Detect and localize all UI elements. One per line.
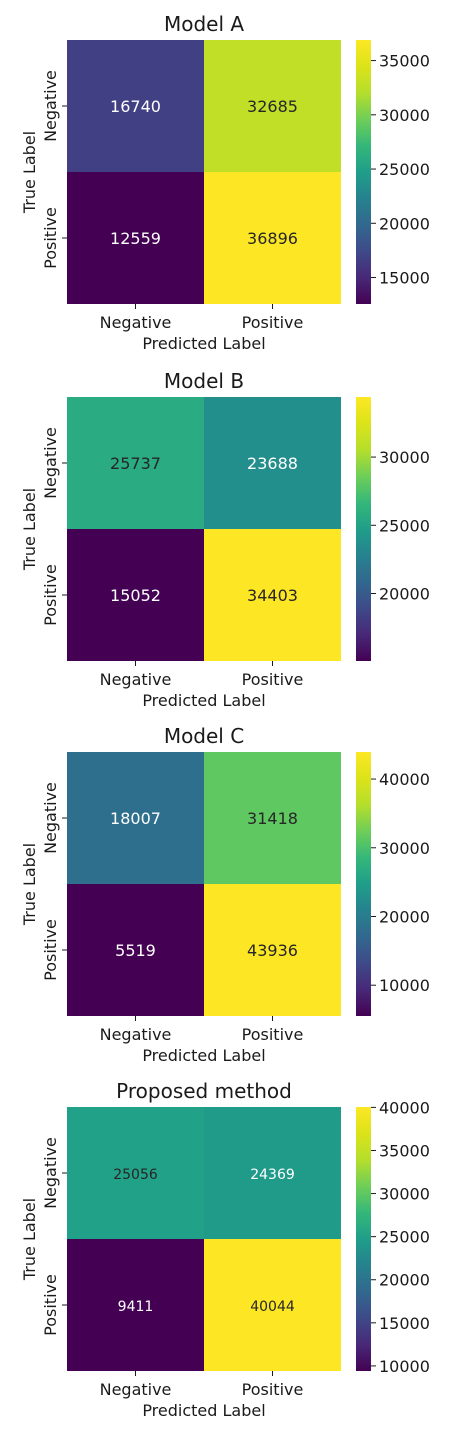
colorbar bbox=[356, 397, 371, 661]
heatmap-cell bbox=[204, 752, 341, 884]
colorbar-tick-label: 25000 bbox=[379, 516, 430, 535]
cell-value-label: 5519 bbox=[115, 941, 156, 960]
colorbar-tick-label: 40000 bbox=[379, 770, 430, 789]
y-tick-label: Positive bbox=[41, 1274, 60, 1336]
cell-value-label: 9411 bbox=[118, 1299, 154, 1315]
y-tick-label: Negative bbox=[41, 70, 60, 142]
colorbar-tick-label: 15000 bbox=[379, 269, 430, 288]
heatmap-cell bbox=[67, 1239, 204, 1371]
heatmap-cell bbox=[204, 884, 341, 1016]
colorbar-tick-label: 40000 bbox=[379, 1098, 430, 1117]
cell-value-label: 12559 bbox=[110, 229, 161, 248]
cell-value-label: 25737 bbox=[110, 454, 161, 473]
heatmap-cell bbox=[204, 529, 341, 661]
y-tick-label: Positive bbox=[41, 564, 60, 626]
colorbar-tick-label: 35000 bbox=[379, 1141, 430, 1160]
cell-value-label: 23688 bbox=[247, 454, 298, 473]
colorbar bbox=[356, 40, 371, 304]
chart-title: Model C bbox=[164, 724, 244, 748]
x-tick-label: Positive bbox=[242, 670, 304, 689]
x-tick-label: Negative bbox=[100, 670, 172, 689]
y-tick-label: Negative bbox=[41, 427, 60, 499]
heatmap-cell bbox=[204, 1239, 341, 1371]
heatmap-cell bbox=[67, 529, 204, 661]
colorbar-tick-label: 20000 bbox=[379, 907, 430, 926]
y-tick-label: Positive bbox=[41, 207, 60, 269]
heatmap-cell bbox=[67, 752, 204, 884]
chart-panel: Model C 18007 31418 5519 43936 Negative Positi… bbox=[20, 724, 430, 1065]
x-tick-label: Positive bbox=[242, 1380, 304, 1399]
x-tick-label: Negative bbox=[100, 1025, 172, 1044]
cell-value-label: 36896 bbox=[247, 229, 298, 248]
cell-value-label: 40044 bbox=[250, 1299, 295, 1315]
colorbar-tick-label: 20000 bbox=[379, 584, 430, 603]
heatmap-cell bbox=[204, 397, 341, 529]
cell-value-label: 25056 bbox=[113, 1167, 158, 1183]
colorbar-tick-label: 30000 bbox=[379, 1185, 430, 1204]
heatmap-cell bbox=[67, 40, 204, 172]
cell-value-label: 43936 bbox=[247, 941, 298, 960]
colorbar-tick-label: 25000 bbox=[379, 160, 430, 179]
colorbar-tick-label: 10000 bbox=[379, 1357, 430, 1376]
colorbar-tick-label: 15000 bbox=[379, 1314, 430, 1333]
y-tick-label: Negative bbox=[41, 782, 60, 854]
colorbar bbox=[356, 1107, 371, 1371]
y-axis-label: True Label bbox=[20, 1198, 39, 1281]
y-axis-label: True Label bbox=[20, 843, 39, 926]
chart-panel: Model A 16740 32685 12559 36896 Negative Posit… bbox=[20, 12, 430, 353]
colorbar-tick-label: 10000 bbox=[379, 976, 430, 995]
heatmap-cell bbox=[67, 172, 204, 304]
x-axis-label: Predicted Label bbox=[142, 691, 265, 710]
colorbar-tick-label: 35000 bbox=[379, 52, 430, 71]
heatmap-cell bbox=[204, 1107, 341, 1239]
colorbar-tick-label: 20000 bbox=[379, 1271, 430, 1290]
colorbar-tick-label: 25000 bbox=[379, 1228, 430, 1247]
x-tick-label: Negative bbox=[100, 313, 172, 332]
chart-title: Model B bbox=[164, 369, 244, 393]
colorbar bbox=[356, 752, 371, 1016]
heatmap-cell bbox=[67, 397, 204, 529]
y-axis-label: True Label bbox=[20, 488, 39, 571]
y-tick-label: Positive bbox=[41, 919, 60, 981]
colorbar-tick-label: 30000 bbox=[379, 106, 430, 125]
x-tick-label: Negative bbox=[100, 1380, 172, 1399]
colorbar-tick-label: 30000 bbox=[379, 839, 430, 858]
heatmap-cell bbox=[204, 40, 341, 172]
chart-panel: Proposed method 25056 24369 9411 40044 Negati… bbox=[20, 1079, 430, 1420]
x-tick-label: Positive bbox=[242, 1025, 304, 1044]
x-axis-label: Predicted Label bbox=[142, 1401, 265, 1420]
cell-value-label: 24369 bbox=[250, 1167, 295, 1183]
colorbar-tick-label: 20000 bbox=[379, 214, 430, 233]
y-axis-label: True Label bbox=[20, 131, 39, 214]
cell-value-label: 32685 bbox=[247, 97, 298, 116]
x-tick-label: Positive bbox=[242, 313, 304, 332]
cell-value-label: 15052 bbox=[110, 586, 161, 605]
cell-value-label: 34403 bbox=[247, 586, 298, 605]
cell-value-label: 31418 bbox=[247, 809, 298, 828]
cell-value-label: 18007 bbox=[110, 809, 161, 828]
x-axis-label: Predicted Label bbox=[142, 1046, 265, 1065]
chart-title: Proposed method bbox=[116, 1079, 292, 1103]
heatmap-cell bbox=[204, 172, 341, 304]
colorbar-tick-label: 30000 bbox=[379, 448, 430, 467]
chart-panel: Model B 25737 23688 15052 34403 Negative Posit… bbox=[20, 369, 430, 710]
chart-title: Model A bbox=[164, 12, 244, 36]
heatmap-cell bbox=[67, 1107, 204, 1239]
y-tick-label: Negative bbox=[41, 1137, 60, 1209]
heatmap-cell bbox=[67, 884, 204, 1016]
x-axis-label: Predicted Label bbox=[142, 334, 265, 353]
cell-value-label: 16740 bbox=[110, 97, 161, 116]
